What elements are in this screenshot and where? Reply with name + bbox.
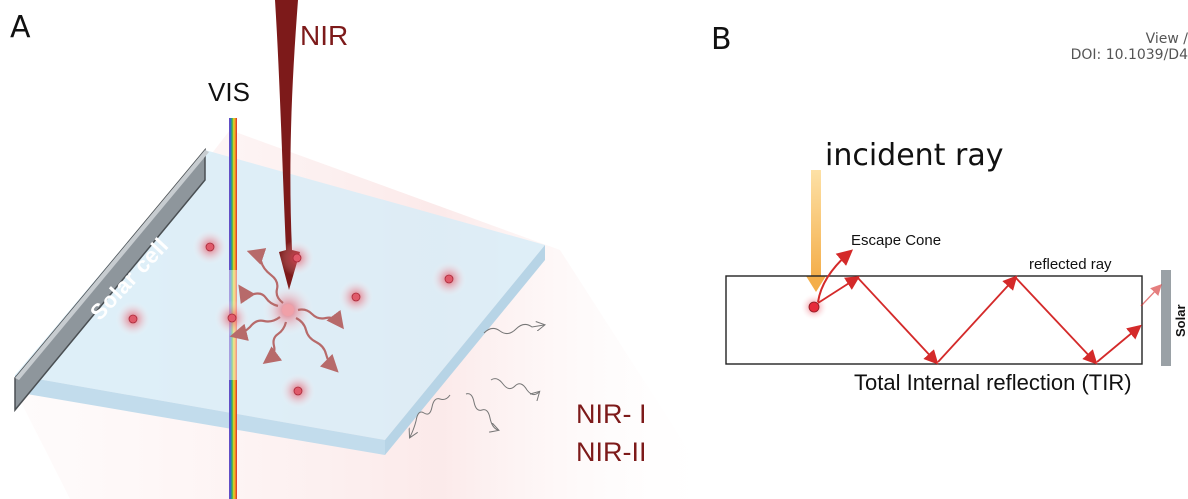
solar-cell-b bbox=[1161, 270, 1171, 366]
reflected-ray-label: reflected ray bbox=[1029, 256, 1112, 273]
panel-a-letter: A bbox=[10, 10, 31, 45]
slab-side-edge bbox=[385, 245, 545, 455]
escape-cone-ray bbox=[817, 249, 854, 303]
incident-ray-label: incident ray bbox=[825, 138, 1004, 173]
emission-wavy-arrows bbox=[229, 248, 344, 373]
exit-ray bbox=[1140, 283, 1162, 307]
tir-label: Total Internal reflection (TIR) bbox=[854, 370, 1132, 395]
nir-i-label: NIR- I bbox=[576, 399, 647, 429]
solar-cell-label-b: Solar cell bbox=[1173, 304, 1188, 337]
panel-b-letter: B bbox=[711, 22, 732, 57]
emitter bbox=[808, 301, 820, 313]
incident-ray bbox=[811, 170, 821, 278]
nir-label: NIR bbox=[300, 20, 349, 51]
doi-text: DOI: 10.1039/D4 bbox=[1070, 47, 1188, 63]
escape-cone-label: Escape Cone bbox=[851, 232, 942, 249]
waveguide bbox=[725, 275, 1143, 365]
view-article-link[interactable]: View / bbox=[1145, 31, 1188, 47]
vis-label: VIS bbox=[208, 77, 250, 107]
tir-path bbox=[817, 275, 1142, 365]
slab-front-edge bbox=[15, 375, 385, 455]
solar-cell-top-edge bbox=[15, 150, 209, 380]
particles bbox=[115, 229, 467, 409]
nir-ii-label: NIR-II bbox=[576, 437, 647, 467]
escape-wavy-arrows bbox=[410, 324, 544, 437]
nir-arrow bbox=[275, 0, 300, 290]
